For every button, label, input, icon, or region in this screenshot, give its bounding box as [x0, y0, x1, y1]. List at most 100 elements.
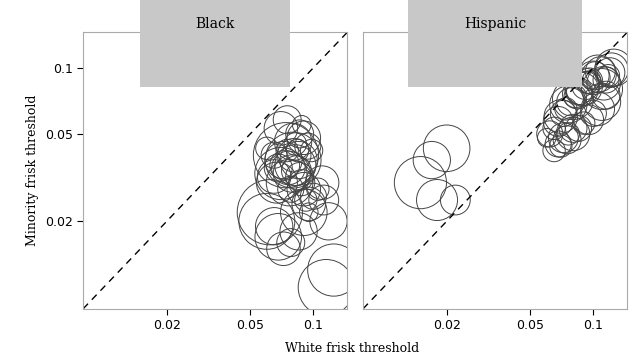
- Point: [299, 186, 309, 192]
- Point: [577, 86, 587, 92]
- Y-axis label: Minority frisk threshold: Minority frisk threshold: [26, 95, 39, 246]
- Point: [284, 180, 294, 186]
- Point: [549, 148, 559, 153]
- Point: [566, 99, 576, 105]
- Point: [563, 131, 573, 137]
- Point: [572, 91, 582, 97]
- Point: [328, 267, 339, 273]
- Point: [573, 125, 584, 131]
- Point: [450, 197, 460, 203]
- Point: [561, 106, 571, 112]
- Point: [582, 79, 593, 85]
- Point: [579, 120, 589, 126]
- Point: [563, 102, 573, 107]
- Point: [568, 96, 578, 102]
- Point: [294, 131, 305, 137]
- Point: [294, 228, 304, 234]
- Point: [598, 80, 609, 86]
- Point: [595, 69, 605, 75]
- Point: [553, 118, 563, 124]
- Point: [288, 157, 298, 163]
- Point: [558, 135, 568, 141]
- Point: [278, 246, 289, 252]
- Point: [287, 171, 297, 176]
- Point: [303, 143, 313, 149]
- Point: [273, 234, 284, 240]
- Point: [605, 70, 615, 75]
- Point: [282, 148, 292, 153]
- Point: [272, 180, 282, 186]
- Point: [323, 218, 333, 224]
- Point: [556, 143, 566, 149]
- Point: [604, 73, 614, 79]
- Point: [313, 186, 323, 192]
- Point: [579, 84, 589, 89]
- Point: [321, 285, 332, 290]
- Point: [588, 75, 598, 81]
- Point: [442, 145, 452, 151]
- Point: [288, 139, 298, 145]
- Point: [269, 152, 279, 158]
- Point: [278, 157, 289, 163]
- Point: [597, 86, 607, 92]
- Text: White frisk threshold: White frisk threshold: [285, 342, 419, 355]
- Point: [265, 209, 275, 215]
- Point: [289, 152, 300, 158]
- Point: [291, 168, 301, 173]
- Point: [415, 180, 426, 186]
- Point: [290, 141, 300, 147]
- Point: [606, 67, 616, 73]
- Point: [562, 137, 572, 143]
- Point: [553, 141, 563, 147]
- Point: [593, 106, 603, 112]
- Point: [284, 165, 294, 171]
- Point: [317, 180, 327, 186]
- Point: [285, 186, 296, 192]
- Point: [427, 157, 437, 163]
- Point: [294, 174, 305, 180]
- Point: [584, 117, 594, 123]
- Point: [545, 131, 555, 137]
- Point: [303, 209, 314, 215]
- Point: [262, 145, 272, 151]
- Point: [432, 197, 442, 203]
- Point: [285, 240, 296, 246]
- Point: [281, 152, 291, 158]
- Point: [556, 114, 566, 120]
- Point: [290, 162, 300, 168]
- Point: [541, 135, 552, 141]
- Point: [580, 83, 591, 88]
- Point: [308, 194, 319, 199]
- Point: [609, 65, 619, 71]
- Point: [292, 148, 303, 153]
- Point: [593, 71, 603, 76]
- Point: [269, 223, 279, 229]
- Point: [294, 157, 304, 163]
- Point: [280, 162, 290, 168]
- Title: Black: Black: [196, 17, 235, 31]
- Point: [319, 197, 329, 203]
- Point: [549, 125, 559, 131]
- Point: [303, 201, 314, 207]
- Point: [568, 131, 578, 137]
- Point: [584, 78, 595, 84]
- Point: [558, 111, 568, 116]
- Point: [296, 122, 307, 128]
- Point: [282, 117, 292, 123]
- Point: [586, 77, 596, 83]
- Point: [307, 148, 317, 153]
- Point: [588, 111, 598, 116]
- Point: [590, 73, 600, 79]
- Point: [299, 209, 309, 215]
- Point: [273, 165, 284, 171]
- Point: [568, 125, 578, 131]
- Point: [299, 135, 309, 141]
- Point: [301, 197, 311, 203]
- Point: [269, 174, 279, 180]
- Point: [262, 218, 272, 224]
- Point: [570, 94, 580, 99]
- Point: [276, 125, 286, 131]
- Point: [575, 89, 585, 94]
- Point: [601, 77, 611, 83]
- Point: [276, 171, 286, 176]
